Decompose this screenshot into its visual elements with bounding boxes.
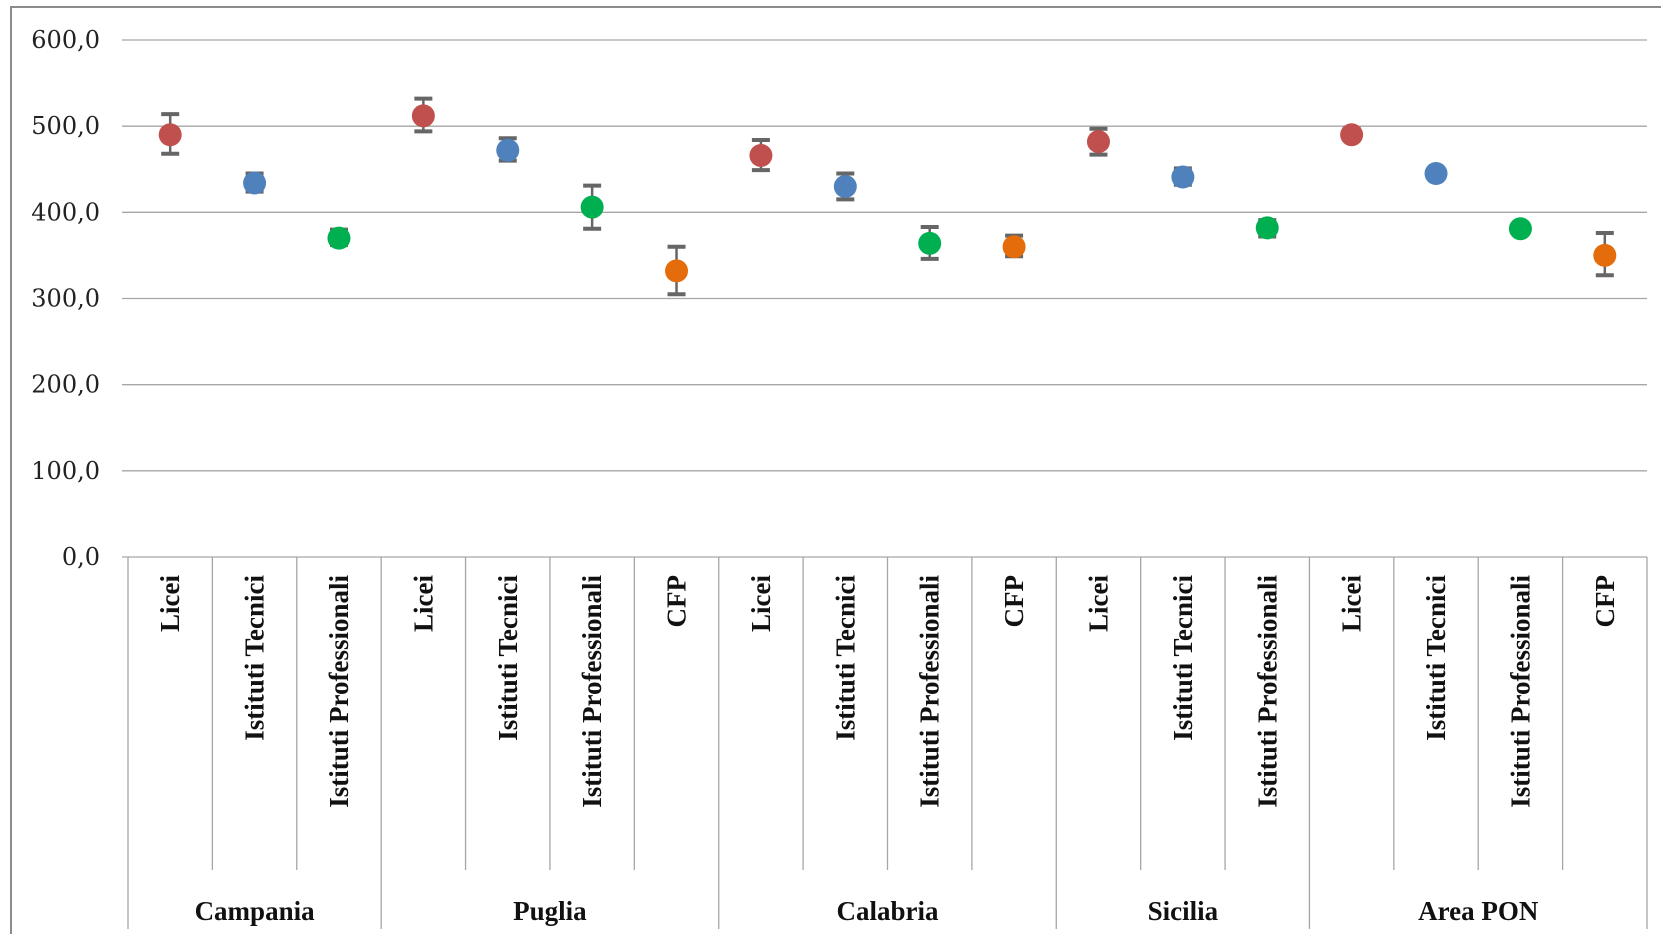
category-label: Istituti Tecnici [493, 575, 523, 741]
group-label: Area PON [1418, 896, 1539, 926]
data-point [1593, 243, 1617, 267]
group-label: Puglia [513, 896, 587, 926]
category-label: Licei [1083, 575, 1113, 632]
group-label: Campania [195, 896, 316, 926]
data-point [580, 195, 604, 219]
category-label: Istituti Professionali [324, 575, 354, 808]
data-point [1508, 217, 1532, 241]
data-point [1424, 162, 1448, 186]
category-label: Istituti Tecnici [1168, 575, 1198, 741]
category-label: Licei [155, 575, 185, 632]
category-label: Istituti Tecnici [830, 575, 860, 741]
category-label: Istituti Professionali [1252, 575, 1282, 808]
data-point [1340, 123, 1364, 147]
y-tick-label: 500,0 [31, 112, 100, 140]
data-point [1171, 165, 1195, 189]
data-point [1086, 130, 1110, 154]
category-label: Istituti Professionali [915, 575, 945, 808]
y-tick-label: 400,0 [31, 198, 100, 226]
category-label: Licei [408, 575, 438, 632]
category-label: Licei [746, 575, 776, 632]
data-point [158, 123, 182, 147]
category-label: Istituti Professionali [577, 575, 607, 808]
data-point [665, 259, 689, 283]
y-tick-label: 0,0 [62, 543, 100, 571]
category-label: Istituti Professionali [1505, 575, 1535, 808]
group-label: Sicilia [1148, 896, 1219, 926]
data-point [833, 174, 857, 198]
y-tick-label: 200,0 [31, 371, 100, 399]
chart-frame [10, 6, 1661, 934]
category-label: Istituti Tecnici [1421, 575, 1451, 741]
group-label: Calabria [836, 896, 939, 926]
data-point [411, 104, 435, 128]
data-point [749, 143, 773, 167]
data-point [1255, 216, 1279, 240]
data-point [496, 138, 520, 162]
data-point [1002, 235, 1026, 259]
category-label: CFP [1590, 575, 1620, 627]
category-label: Licei [1337, 575, 1367, 632]
category-label: CFP [999, 575, 1029, 627]
category-label: Istituti Tecnici [240, 575, 270, 741]
category-label: CFP [662, 575, 692, 627]
data-point [918, 231, 942, 255]
y-tick-label: 300,0 [31, 285, 100, 313]
data-point [327, 226, 351, 250]
y-tick-label: 100,0 [31, 457, 100, 485]
data-point [243, 171, 267, 195]
y-tick-label: 600,0 [31, 26, 100, 54]
